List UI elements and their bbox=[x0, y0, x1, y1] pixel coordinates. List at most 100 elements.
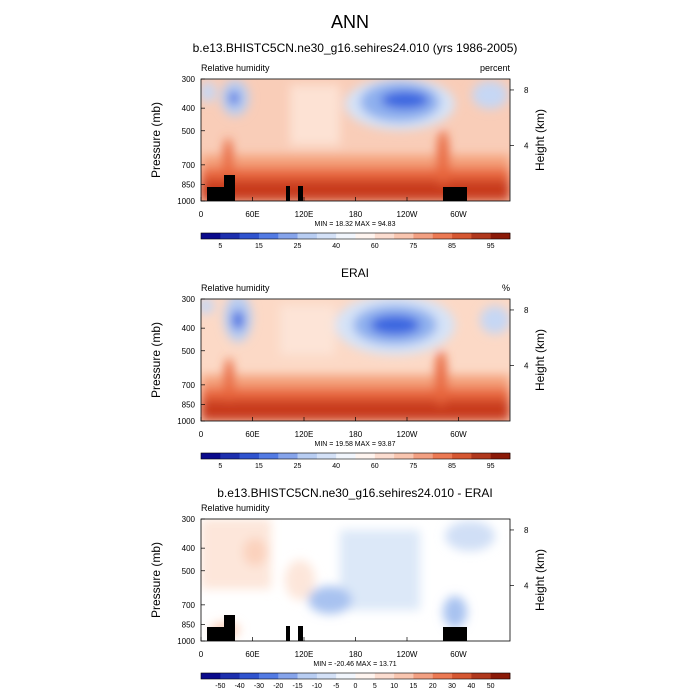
colorbar-swatch bbox=[355, 673, 376, 679]
colorbar-label: 50 bbox=[487, 683, 495, 690]
stats-text: MIN = 19.58 MAX = 93.87 bbox=[315, 441, 396, 448]
colorbar-swatch bbox=[471, 453, 491, 459]
colorbar-swatch bbox=[394, 673, 414, 679]
panel-obs: ERAI Relative humidity % 0 60E 120E 1 bbox=[149, 266, 547, 470]
colorbar-label: 85 bbox=[448, 243, 456, 250]
colorbar-label: 15 bbox=[410, 683, 418, 690]
x-tick-label: 120W bbox=[397, 430, 418, 439]
y2-tick-label: 4 bbox=[524, 361, 529, 370]
colorbar-swatch bbox=[239, 673, 260, 679]
colorbar-swatch bbox=[413, 453, 434, 459]
colorbar-swatch bbox=[316, 453, 337, 459]
colorbar-label: 15 bbox=[255, 243, 263, 250]
colorbar-label: 20 bbox=[429, 683, 437, 690]
x-tick-label: 60W bbox=[450, 210, 467, 219]
x-tick-label: 0 bbox=[199, 650, 204, 659]
colorbar-label: 10 bbox=[390, 683, 398, 690]
colorbar-label: 95 bbox=[487, 463, 495, 470]
y-tick-label: 500 bbox=[182, 567, 196, 576]
x-tick-label: 60E bbox=[245, 430, 259, 439]
colorbar-swatch bbox=[355, 233, 376, 239]
colorbar-swatch bbox=[239, 233, 260, 239]
colorbar-swatch bbox=[297, 233, 318, 239]
colorbar-swatch bbox=[452, 673, 472, 679]
left-string: Relative humidity bbox=[201, 503, 270, 513]
y-tick-label: 700 bbox=[182, 161, 196, 170]
panel-diff: b.e13.BHISTC5CN.ne30_g16.sehires24.010 -… bbox=[149, 486, 547, 690]
right-string: % bbox=[502, 283, 510, 293]
y-tick-label: 500 bbox=[182, 347, 196, 356]
colorbar-label: 85 bbox=[448, 463, 456, 470]
colorbar-swatch bbox=[471, 233, 491, 239]
x-tick-label: 120W bbox=[397, 210, 418, 219]
colorbar-label: 25 bbox=[294, 243, 302, 250]
colorbar-swatch bbox=[278, 233, 298, 239]
contour-field bbox=[201, 519, 510, 641]
colorbar-swatch bbox=[490, 453, 511, 459]
y-tick-label: 1000 bbox=[177, 417, 195, 426]
x-tick-label: 120E bbox=[295, 210, 314, 219]
colorbar-label: 30 bbox=[448, 683, 456, 690]
x-tick-label: 60W bbox=[450, 650, 467, 659]
colorbar-swatch bbox=[336, 233, 356, 239]
colorbar-swatch bbox=[220, 673, 240, 679]
colorbar-swatch bbox=[394, 233, 414, 239]
colorbar-swatch bbox=[201, 233, 221, 239]
colorbar-swatch bbox=[258, 673, 279, 679]
page-title: ANN bbox=[331, 12, 369, 32]
colorbar-swatch bbox=[297, 673, 318, 679]
x-tick-label: 60E bbox=[245, 210, 259, 219]
right-string: percent bbox=[480, 63, 511, 73]
panel-title: b.e13.BHISTC5CN.ne30_g16.sehires24.010 (… bbox=[193, 41, 518, 55]
y-tick-label: 850 bbox=[182, 621, 196, 630]
x-tick-label: 0 bbox=[199, 210, 204, 219]
contour-field bbox=[201, 79, 510, 201]
x-tick-label: 180 bbox=[349, 210, 363, 219]
left-string: Relative humidity bbox=[201, 283, 270, 293]
colorbar-label: -5 bbox=[333, 683, 339, 690]
x-tick-label: 180 bbox=[349, 650, 363, 659]
y-axis-label: Pressure (mb) bbox=[149, 322, 163, 398]
contour-field bbox=[201, 299, 510, 421]
x-tick-label: 60E bbox=[245, 650, 259, 659]
colorbar-swatch bbox=[278, 453, 298, 459]
y2-tick-label: 8 bbox=[524, 306, 529, 315]
y-tick-label: 300 bbox=[182, 515, 196, 524]
y2-tick-label: 4 bbox=[524, 141, 529, 150]
colorbar-swatch bbox=[220, 453, 240, 459]
colorbar-label: 60 bbox=[371, 463, 379, 470]
y2-tick-label: 8 bbox=[524, 86, 529, 95]
colorbar-label: 15 bbox=[255, 463, 263, 470]
colorbar-label: -15 bbox=[293, 683, 303, 690]
colorbar-frame bbox=[200, 232, 511, 240]
colorbar-label: 40 bbox=[332, 463, 340, 470]
colorbar-label: 75 bbox=[410, 243, 418, 250]
colorbar-swatch bbox=[394, 453, 414, 459]
colorbar-swatch bbox=[336, 453, 356, 459]
y-tick-label: 700 bbox=[182, 381, 196, 390]
panel-title: ERAI bbox=[341, 266, 369, 280]
colorbar-swatch bbox=[201, 453, 221, 459]
colorbar-swatch bbox=[471, 673, 491, 679]
y-tick-label: 1000 bbox=[177, 637, 195, 646]
y-tick-label: 850 bbox=[182, 401, 196, 410]
colorbar-label: -40 bbox=[235, 683, 245, 690]
colorbar-swatch bbox=[316, 233, 337, 239]
colorbar-swatch bbox=[432, 233, 453, 239]
x-tick-label: 120E bbox=[295, 650, 314, 659]
colorbar-label: 60 bbox=[371, 243, 379, 250]
colorbar-swatch bbox=[258, 233, 279, 239]
colorbar-swatch bbox=[374, 233, 395, 239]
colorbar-label: -50 bbox=[215, 683, 225, 690]
colorbar-swatch bbox=[201, 673, 221, 679]
colorbar-label: 5 bbox=[218, 243, 222, 250]
colorbar-label: 75 bbox=[410, 463, 418, 470]
colorbar-swatch bbox=[297, 453, 318, 459]
y2-axis-label: Height (km) bbox=[533, 329, 547, 391]
x-tick-label: 180 bbox=[349, 430, 363, 439]
x-tick-label: 0 bbox=[199, 430, 204, 439]
colorbar-swatch bbox=[490, 233, 511, 239]
x-tick-label: 120E bbox=[295, 430, 314, 439]
left-string: Relative humidity bbox=[201, 63, 270, 73]
